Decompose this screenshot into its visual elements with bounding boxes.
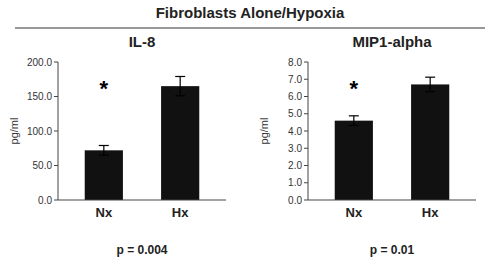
error-bar [99,145,109,155]
bar [335,121,373,200]
error-stem [103,145,104,155]
error-stem [353,116,354,126]
bar [85,150,123,200]
bar [161,86,199,200]
y-tick-label: 1.0 [288,177,302,188]
y-tick-label: 3.0 [288,143,302,154]
error-cap [99,155,109,156]
y-tick-label: 150.0 [27,91,52,102]
p-value: p = 0.01 [370,243,415,257]
x-axis [308,200,476,201]
y-tick-label: 4.0 [288,126,302,137]
y-tick [54,62,58,63]
p-value: p = 0.004 [116,243,167,257]
error-cap [425,91,435,92]
error-bar [425,77,435,91]
error-bar [175,76,185,95]
panel-title: IL-8 [129,33,156,50]
annotation: * [350,76,359,101]
y-axis [58,62,59,200]
error-cap [349,115,359,116]
panel: MIP1-alpha 0.0 1.0 2.0 3.0 4.0 5.0 6.0 7.0 8.0 pg/… [258,33,476,257]
x-tick-label: Hx [172,205,189,220]
y-tick [54,200,58,201]
x-axis [58,200,226,201]
x-tick-label: Nx [346,205,363,220]
y-axis-label: pg/ml [8,118,20,145]
y-tick [304,96,308,97]
panel: IL-8 0.0 50.0 100.0 150.0 200.0 pg/ml Nx Hx * p = … [8,33,226,257]
x-tick-label: Hx [422,205,439,220]
y-tick [54,131,58,132]
y-axis-label: pg/ml [258,118,270,145]
y-tick [304,148,308,149]
y-tick [304,113,308,114]
y-tick-label: 5.0 [288,108,302,119]
y-tick [304,131,308,132]
y-tick-label: 6.0 [288,91,302,102]
y-tick-label: 8.0 [288,57,302,68]
panel-title: MIP1-alpha [352,33,432,50]
x-tick-label: Nx [96,205,113,220]
y-tick [54,165,58,166]
error-stem [430,77,431,91]
y-tick-label: 0.0 [38,195,52,206]
y-axis [308,62,309,200]
error-cap [349,125,359,126]
y-tick-label: 2.0 [288,160,302,171]
y-tick-label: 7.0 [288,74,302,85]
figure: Fibroblasts Alone/HypoxiaIL-8 0.0 50.0 100.… [0,0,500,271]
y-tick [304,182,308,183]
y-tick [304,165,308,166]
error-cap [99,145,109,146]
error-cap [175,76,185,77]
annotation: * [100,76,109,101]
title-rule [15,27,485,28]
y-tick [304,200,308,201]
error-stem [180,76,181,95]
error-cap [175,95,185,96]
plot-area [85,76,200,200]
error-cap [425,77,435,78]
bar [411,84,449,200]
error-bar [349,116,359,126]
y-tick [304,79,308,80]
y-tick-label: 100.0 [27,126,52,137]
y-tick [304,62,308,63]
y-tick [54,96,58,97]
y-tick-label: 200.0 [27,57,52,68]
y-tick-label: 0.0 [288,195,302,206]
y-tick-label: 50.0 [33,160,53,171]
figure-title: Fibroblasts Alone/Hypoxia [156,4,345,21]
